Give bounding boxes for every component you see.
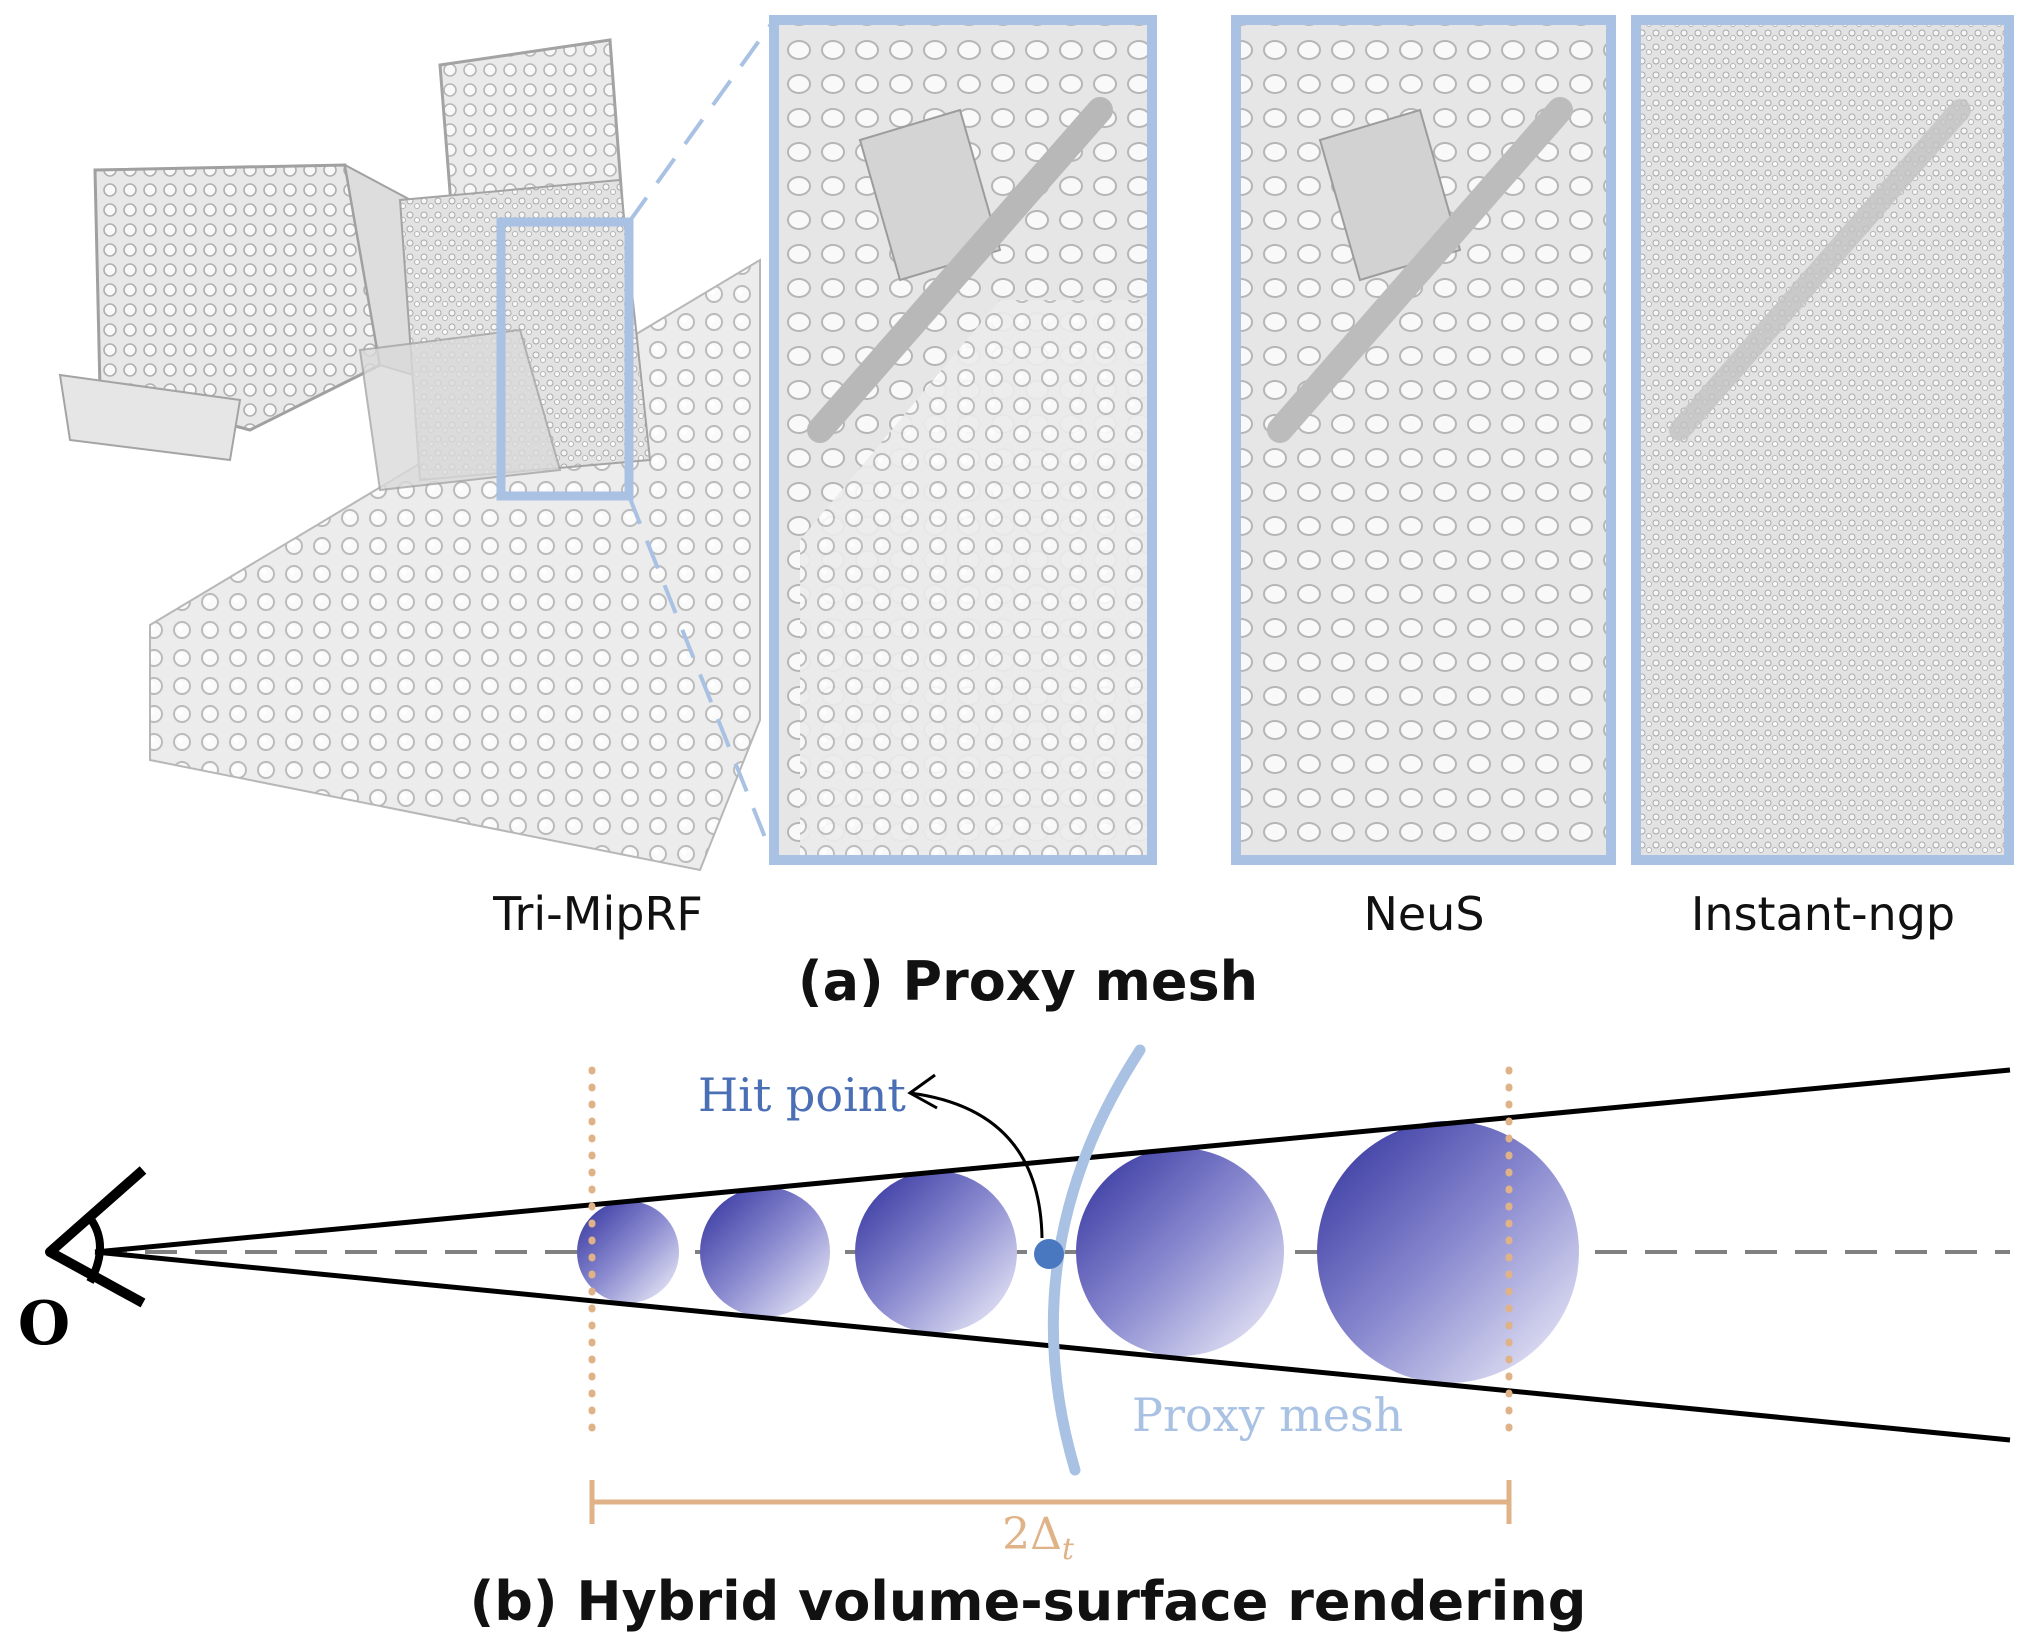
crop-instant-ngp: [1631, 15, 2014, 865]
sphere-4: [1076, 1148, 1284, 1356]
sphere-2: [700, 1187, 830, 1317]
sphere-5: [1317, 1121, 1579, 1383]
label-neus: NeuS: [1363, 887, 1484, 941]
panel-a: Tri-MipRF NeuS Instant-ngp (a) Proxy mes…: [58, 15, 2014, 1013]
crop-neus: [1231, 15, 1616, 865]
origin-label: O: [18, 1289, 70, 1359]
zoom-region-box: [496, 217, 634, 501]
sphere-1: [577, 1201, 679, 1303]
hit-point-marker: [1034, 1239, 1064, 1269]
crop-tri-miprf: [769, 15, 1157, 865]
hit-point-label: Hit point: [698, 1068, 906, 1122]
panel-b: 2Δt Hit point Proxy mesh O (b) Hybrid vo…: [18, 1044, 2011, 1633]
interval-label: 2Δt: [1002, 1509, 1075, 1567]
arrow-head: [907, 1073, 938, 1110]
interval-bracket: [589, 1480, 1512, 1524]
caption-a: (a) Proxy mesh: [798, 950, 1258, 1013]
zoom-line-bottom: [627, 495, 776, 861]
curved-arrow-icon: [909, 1091, 1044, 1239]
eye-icon: [45, 1166, 147, 1308]
sphere-3: [855, 1171, 1017, 1333]
label-instant-ngp: Instant-ngp: [1691, 887, 1955, 941]
cone-upper: [94, 1067, 2011, 1255]
proxy-mesh-label: Proxy mesh: [1132, 1388, 1403, 1442]
label-tri-miprf: Tri-MipRF: [492, 887, 703, 941]
caption-b: (b) Hybrid volume-surface rendering: [470, 1570, 1587, 1633]
zoom-line-top: [627, 18, 776, 224]
bulldozer-mesh-image: [58, 38, 761, 872]
